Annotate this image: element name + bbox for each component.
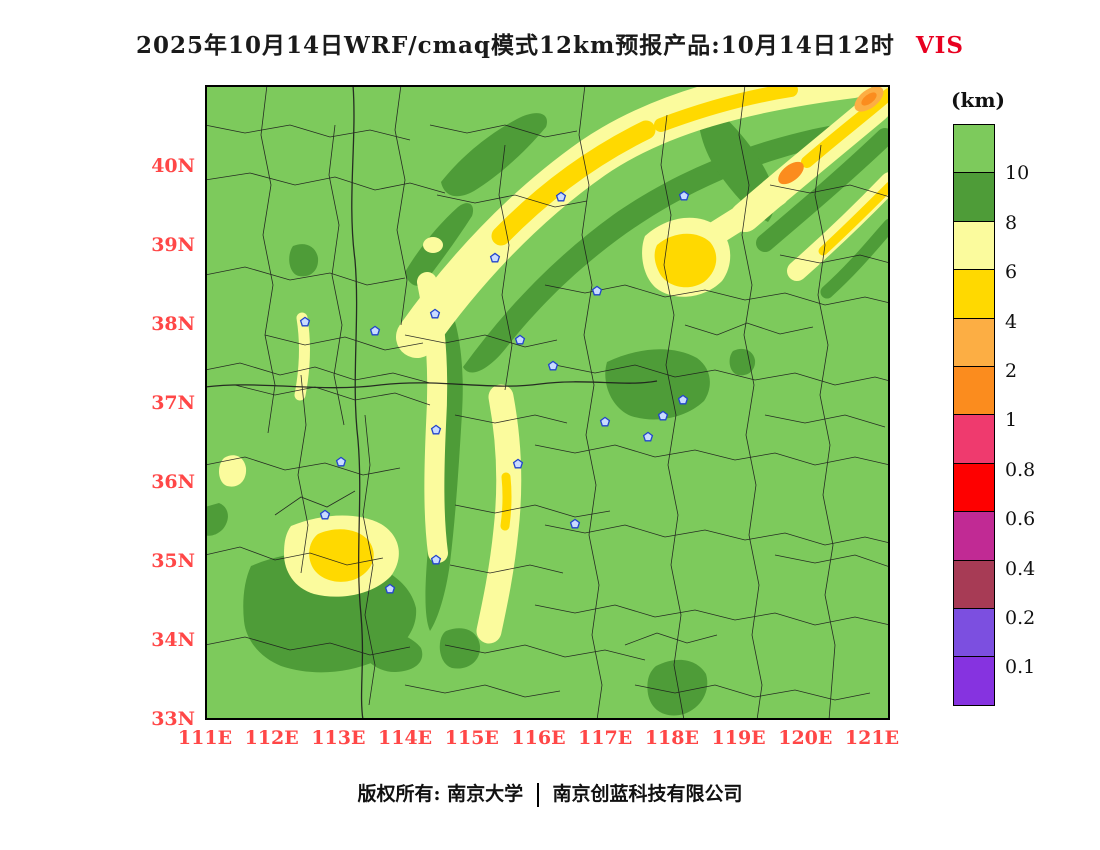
- city-marker: [319, 509, 331, 520]
- city-marker: [335, 456, 347, 467]
- lon-tick-label: 117E: [578, 727, 633, 749]
- lat-tick-label: 37N: [151, 392, 195, 414]
- legend-color-box: [953, 220, 995, 271]
- legend-unit: (km): [951, 88, 1005, 112]
- city-marker: [384, 583, 396, 594]
- legend-tick-label: 1: [1005, 409, 1018, 432]
- legend-tick-label: 0.4: [1005, 557, 1036, 580]
- city-marker: [430, 424, 442, 435]
- legend-tick-label: 0.1: [1005, 656, 1036, 679]
- city-marker: [547, 360, 559, 371]
- legend-color-box: [953, 317, 995, 367]
- legend-tick-label: 0.8: [1005, 458, 1036, 481]
- legend-tick-label: 0.6: [1005, 508, 1036, 531]
- lon-tick-label: 113E: [311, 727, 366, 749]
- city-marker: [657, 410, 669, 421]
- city-marker: [369, 325, 381, 336]
- city-marker: [642, 431, 654, 442]
- legend-tick-label: 6: [1005, 261, 1018, 284]
- city-marker: [599, 416, 611, 427]
- city-marker: [591, 285, 603, 296]
- lat-tick-label: 39N: [151, 234, 195, 256]
- footer-divider: [536, 783, 539, 807]
- legend-labels: 10 8 6 4 2 1 0.8 0.6 0.4 0.2 0.1: [1005, 125, 1065, 719]
- legend-color-box: [953, 124, 995, 174]
- lat-axis: 40N 39N 38N 37N 36N 35N 34N 33N: [133, 85, 195, 730]
- legend-tick-label: 2: [1005, 360, 1018, 382]
- lon-tick-label: 111E: [177, 727, 233, 749]
- legend-color-box: [953, 559, 995, 609]
- region-dark-green-bands: [756, 128, 890, 299]
- city-marker: [677, 394, 689, 405]
- legend-color-box: [953, 511, 995, 561]
- city-marker: [514, 334, 526, 345]
- footer-owner: 版权所有: 南京大学: [357, 783, 524, 805]
- title-variable: VIS: [915, 32, 965, 59]
- lon-tick-label: 114E: [378, 727, 433, 749]
- lon-tick-label: 119E: [711, 727, 766, 749]
- lon-tick-label: 115E: [444, 727, 499, 749]
- lat-tick-label: 33N: [151, 708, 195, 730]
- page-title: 2025年10月14日WRF/cmaq模式12km预报产品:10月14日12时 …: [0, 26, 1100, 60]
- legend-tick-label: 4: [1005, 310, 1018, 333]
- legend-color-box: [953, 462, 995, 513]
- city-marker: [678, 190, 690, 201]
- city-marker: [489, 252, 501, 263]
- legend-color-box: [953, 656, 995, 706]
- city-marker: [430, 554, 442, 565]
- title-main: 2025年10月14日WRF/cmaq模式12km预报产品:10月14日12时: [135, 32, 895, 59]
- region-orange: [778, 86, 884, 185]
- lat-tick-label: 34N: [151, 629, 195, 651]
- city-marker: [429, 308, 441, 319]
- legend-color-box: [953, 607, 995, 658]
- lon-axis: 111E 112E 113E 114E 115E 116E 117E 118E 119E 120E…: [178, 727, 899, 753]
- region-dark-green: [205, 97, 874, 716]
- city-marker: [569, 518, 581, 529]
- legend-tick-label: 10: [1005, 162, 1030, 185]
- city-marker: [299, 316, 311, 327]
- city-marker: [512, 458, 524, 469]
- forecast-map-svg: [205, 85, 890, 720]
- lat-tick-label: 35N: [151, 550, 195, 572]
- region-gold: [309, 85, 890, 582]
- lat-tick-label: 38N: [151, 313, 195, 335]
- footer-company: 南京创蓝科技有限公司: [552, 783, 743, 805]
- lon-tick-label: 112E: [244, 727, 299, 749]
- legend-tick-label: 8: [1005, 211, 1018, 234]
- legend-color-box: [953, 365, 995, 416]
- legend-color-box: [953, 414, 995, 464]
- lon-tick-label: 120E: [778, 727, 833, 749]
- map-border: [205, 85, 890, 720]
- city-markers: [299, 190, 690, 594]
- footer: 版权所有: 南京大学 南京创蓝科技有限公司: [0, 779, 1100, 807]
- legend-tick-label: 0.2: [1005, 607, 1036, 629]
- lat-tick-label: 40N: [151, 155, 195, 177]
- city-marker: [555, 191, 567, 202]
- lon-tick-label: 116E: [511, 727, 566, 749]
- boundary-lines: [205, 85, 890, 720]
- legend-color-box: [953, 172, 995, 222]
- forecast-map: [205, 85, 890, 720]
- legend-colorbar: [953, 124, 995, 706]
- lat-tick-label: 36N: [151, 471, 195, 493]
- lon-tick-label: 118E: [644, 727, 699, 749]
- legend-color-box: [953, 269, 995, 319]
- lon-tick-label: 121E: [844, 727, 900, 749]
